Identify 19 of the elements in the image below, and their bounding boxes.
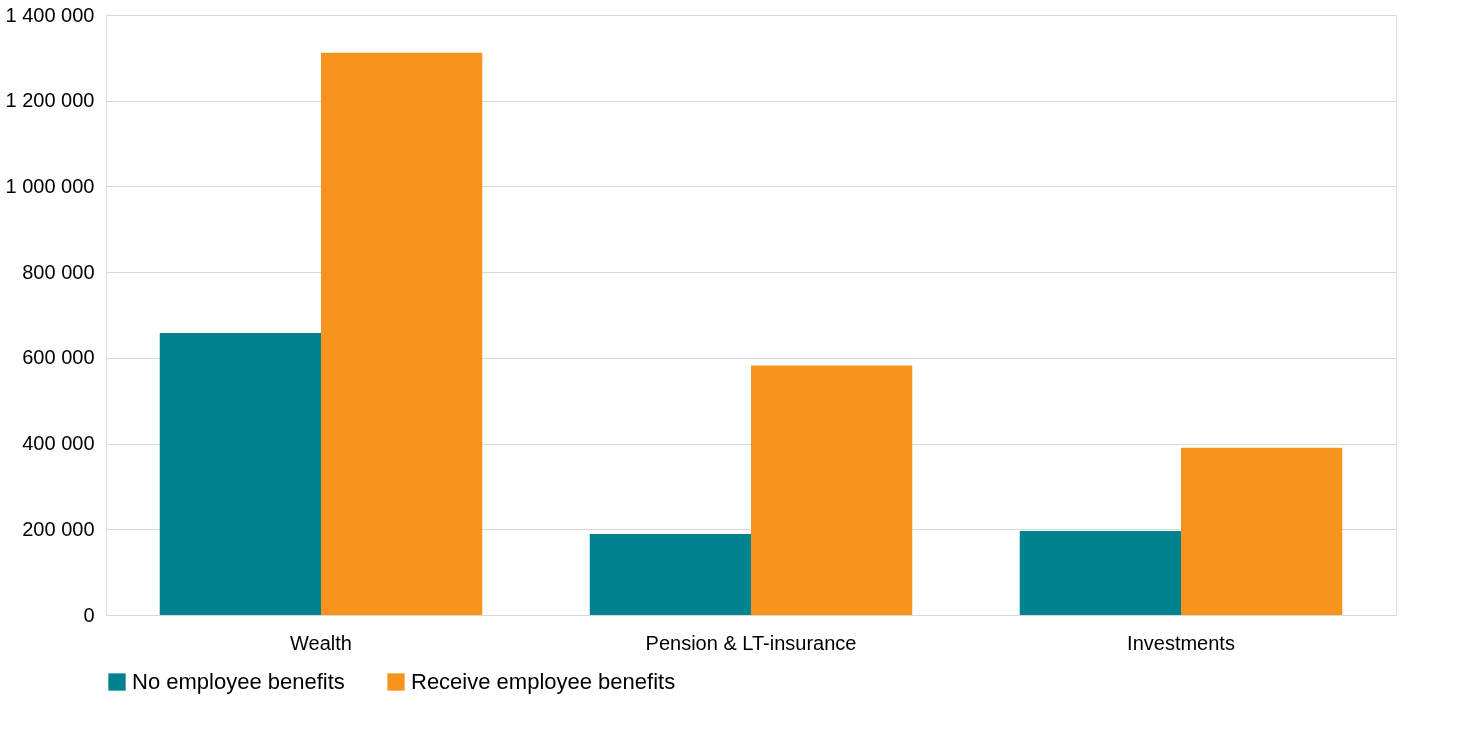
y-tick-label: 800 000	[22, 260, 95, 283]
x-tick-label: Wealth	[290, 631, 352, 654]
x-tick-label: Pension & LT-insurance	[645, 631, 857, 654]
bar	[1019, 531, 1181, 615]
y-tick-label: 1 000 000	[5, 174, 95, 197]
y-tick-label: 200 000	[22, 517, 95, 540]
bar	[751, 365, 913, 615]
y-tick-label: 1 200 000	[5, 89, 95, 112]
bar	[589, 534, 751, 615]
bar	[321, 52, 483, 615]
y-tick-label: 0	[83, 603, 95, 626]
bar	[159, 333, 321, 615]
legend-label: Receive employee benefits	[411, 669, 676, 694]
y-tick-label: 1 400 000	[5, 3, 95, 26]
y-tick-label: 400 000	[22, 432, 95, 455]
y-tick-label: 600 000	[22, 346, 95, 369]
bar	[1181, 447, 1343, 615]
x-tick-label: Investments	[1127, 631, 1235, 654]
legend-label: No employee benefits	[132, 669, 345, 694]
